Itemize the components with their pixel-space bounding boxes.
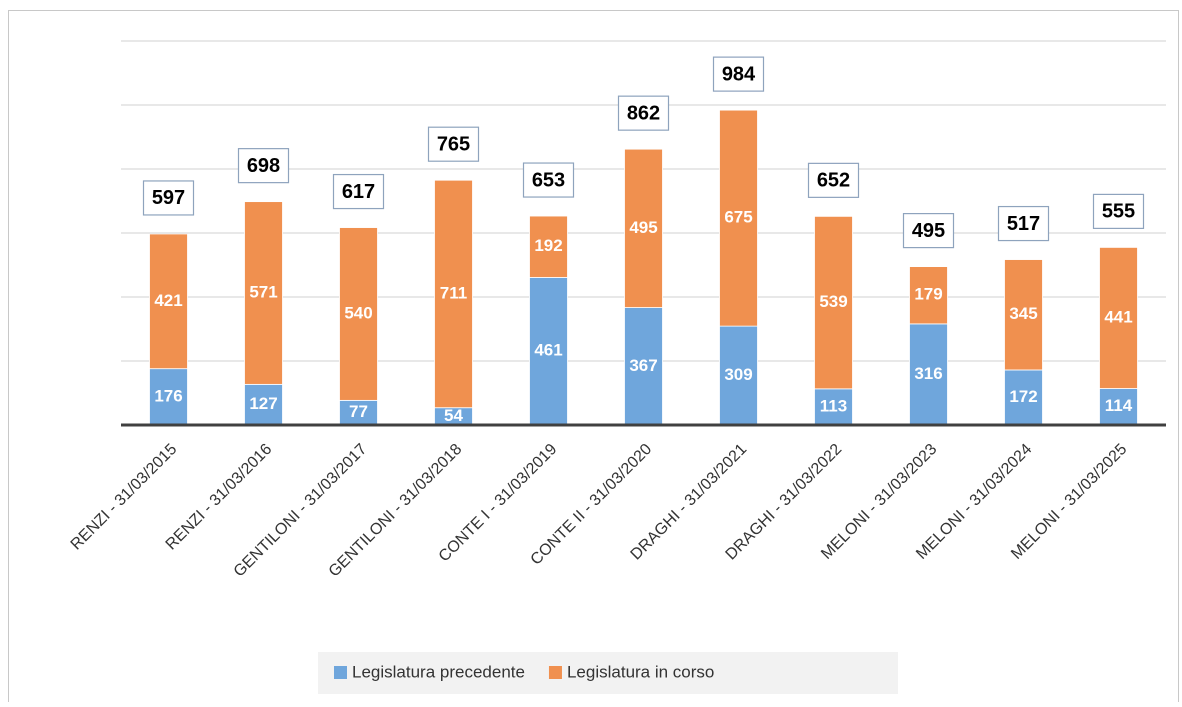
total-label: 653: [532, 169, 565, 191]
data-label: 539: [819, 292, 847, 311]
data-label: 179: [914, 285, 942, 304]
data-label: 192: [534, 236, 562, 255]
data-label: 176: [154, 386, 182, 405]
bar-segment: [624, 307, 663, 426]
total-box: [902, 213, 955, 249]
bar-segment: [244, 201, 283, 385]
total-label: 652: [817, 170, 850, 192]
total-label: 765: [437, 133, 470, 155]
legend-label: Legislatura precedente: [352, 662, 525, 681]
chart-frame: [8, 10, 1179, 707]
data-label: 172: [1009, 387, 1037, 406]
bar-segment: [814, 215, 853, 390]
data-label: 345: [1009, 304, 1037, 323]
total-box: [1092, 193, 1145, 229]
bar-segment: [909, 266, 948, 325]
total-label: 597: [152, 187, 185, 209]
total-box: [712, 56, 765, 92]
legend-box: [318, 652, 898, 694]
data-label: 127: [249, 394, 277, 413]
total-box: [997, 205, 1050, 242]
data-label: 711: [440, 283, 467, 302]
bar-segment: [339, 399, 378, 426]
total-label: 517: [1007, 213, 1040, 235]
total-label: 862: [627, 102, 660, 124]
data-label: 571: [249, 282, 277, 301]
bar-segment: [814, 388, 853, 426]
total-label: 698: [247, 155, 280, 177]
data-label: 675: [724, 208, 752, 227]
total-box: [427, 126, 480, 162]
bar-segment: [244, 383, 283, 426]
data-label: 77: [349, 402, 368, 421]
data-label: 495: [629, 218, 657, 237]
total-box: [807, 162, 860, 198]
data-label: 540: [344, 303, 372, 322]
bar-segment: [529, 215, 568, 278]
legend-swatch: [548, 666, 562, 679]
bar-segment: [624, 148, 663, 308]
total-box: [332, 173, 385, 210]
bar-segment: [719, 109, 758, 327]
data-label: 309: [724, 365, 752, 384]
total-box: [522, 162, 575, 198]
total-label: 984: [722, 63, 756, 85]
data-label: 367: [629, 356, 657, 375]
total-label: 495: [912, 220, 945, 242]
data-label: 113: [820, 396, 847, 415]
bar-segment: [1004, 259, 1043, 371]
data-label: 114: [1105, 396, 1133, 415]
total-box: [617, 95, 670, 131]
total-box: [142, 180, 195, 216]
bar-segment: [1099, 246, 1138, 389]
bar-segment: [149, 368, 188, 426]
total-label: 617: [342, 181, 375, 203]
legend-swatch: [334, 666, 347, 679]
legend-label: Legislatura in corso: [567, 662, 714, 681]
data-label: 54: [444, 406, 463, 425]
bar-segment: [149, 233, 188, 370]
data-label: 316: [914, 364, 942, 383]
data-label: 461: [534, 341, 562, 360]
data-label: 441: [1104, 307, 1132, 326]
bar-segment: [529, 277, 568, 426]
bar-segment: [434, 179, 473, 409]
total-label: 555: [1102, 201, 1135, 223]
total-box: [237, 148, 290, 184]
data-label: 421: [154, 291, 182, 310]
bar-segment: [339, 227, 378, 401]
